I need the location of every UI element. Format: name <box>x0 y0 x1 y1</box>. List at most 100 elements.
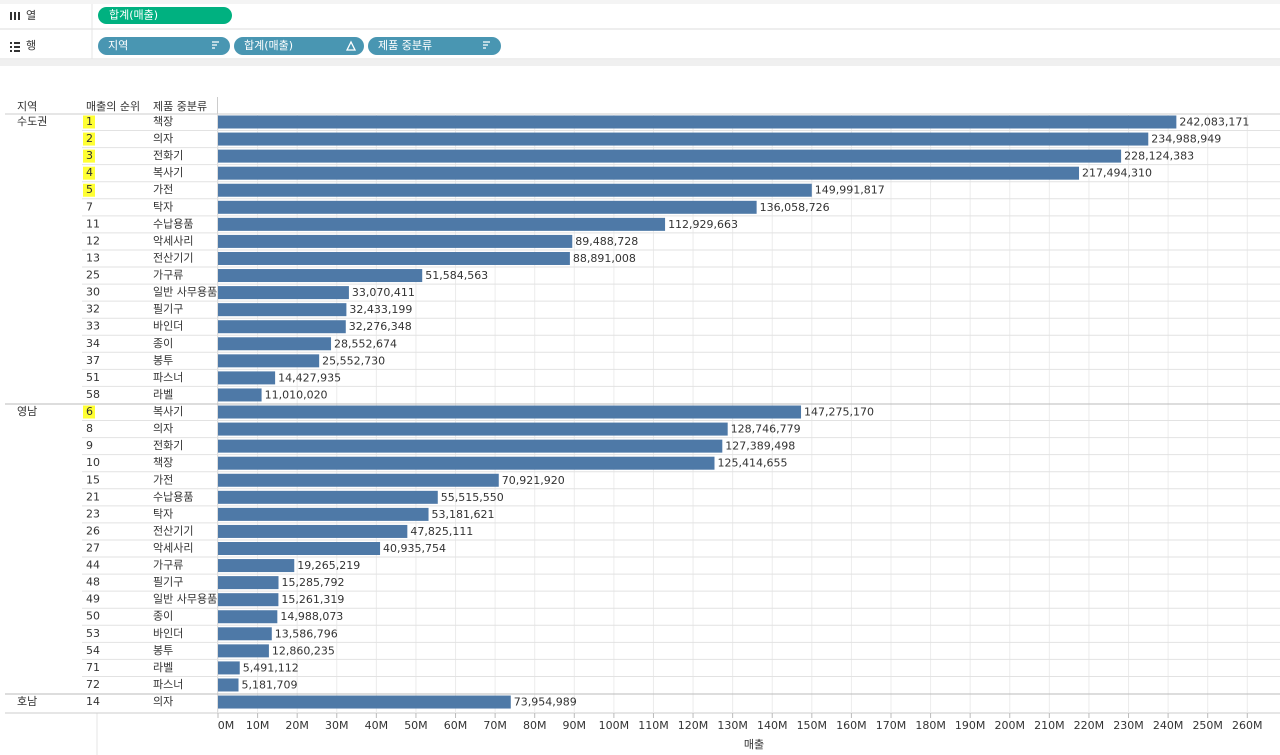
bar <box>218 320 346 334</box>
bar <box>218 388 262 402</box>
category-label: 의자 <box>153 422 173 435</box>
x-tick-label: 120M <box>678 719 709 732</box>
rank-highlight <box>83 166 95 180</box>
row-pill[interactable] <box>234 37 364 55</box>
x-tick-label: 60M <box>444 719 468 732</box>
rank-label: 51 <box>86 371 100 384</box>
rank-highlight <box>83 149 95 163</box>
rank-label: 25 <box>86 269 100 282</box>
bar <box>218 286 349 300</box>
bar <box>218 644 269 658</box>
bar <box>218 422 728 436</box>
category-label: 가구류 <box>153 269 183 282</box>
value-label: 14,427,935 <box>278 371 341 384</box>
category-label: 종이 <box>153 610 173 623</box>
category-label: 의자 <box>153 132 173 145</box>
value-label: 40,935,754 <box>383 542 446 555</box>
value-label: 147,275,170 <box>804 406 874 419</box>
rank-label: 21 <box>86 490 100 503</box>
x-tick-label: 110M <box>638 719 669 732</box>
rank-label: 12 <box>86 234 100 247</box>
pill-label: 합계(매출) <box>244 39 293 52</box>
x-axis: 0M 10M 20M 30M 40M 50M 60M 70M 80M 90M 100M 110M 120… <box>217 713 1263 732</box>
bar <box>218 405 802 419</box>
value-label: 234,988,949 <box>1151 133 1221 146</box>
rank-label: 53 <box>86 627 100 640</box>
rank-label: 37 <box>86 354 100 367</box>
bar <box>218 183 812 197</box>
bar <box>218 490 438 504</box>
bar <box>218 337 332 351</box>
x-tick-label: 240M <box>1153 719 1184 732</box>
value-label: 11,010,020 <box>265 388 328 401</box>
rank-label: 2 <box>86 132 93 145</box>
category-label: 봉투 <box>153 354 173 367</box>
category-label: 수납용품 <box>153 217 193 230</box>
top-strip <box>0 0 1280 4</box>
rank-label: 4 <box>86 166 93 179</box>
rank-label: 14 <box>86 695 100 708</box>
value-label: 242,083,171 <box>1179 116 1249 129</box>
category-label: 가전 <box>153 473 173 486</box>
x-tick-label: 50M <box>404 719 428 732</box>
x-tick-label: 130M <box>717 719 748 732</box>
rank-label: 9 <box>86 439 93 452</box>
region-label: 영남 <box>17 405 37 418</box>
bar <box>218 149 1122 163</box>
x-tick-label: 220M <box>1074 719 1105 732</box>
category-label: 전화기 <box>153 439 183 452</box>
rank-label: 44 <box>86 559 100 572</box>
value-label: 12,860,235 <box>272 644 335 657</box>
category-label: 필기구 <box>153 576 183 589</box>
category-label: 가전 <box>153 183 173 196</box>
bar <box>218 269 423 283</box>
rank-highlight <box>83 115 95 129</box>
shelf-label: 열 <box>26 9 36 22</box>
row-pill[interactable] <box>368 37 501 55</box>
x-tick-label: 160M <box>836 719 867 732</box>
category-label: 복사기 <box>153 405 183 418</box>
x-tick-label: 10M <box>246 719 270 732</box>
pill-label: 합계(매출) <box>109 9 158 22</box>
value-label: 47,825,111 <box>410 525 473 538</box>
rank-label: 30 <box>86 286 100 299</box>
value-label: 53,181,621 <box>432 508 495 521</box>
bar <box>218 678 239 692</box>
category-label: 악세사리 <box>153 234 193 247</box>
rank-label: 48 <box>86 576 100 589</box>
bar <box>218 524 408 538</box>
grid <box>217 114 1248 713</box>
columns-icon <box>10 12 20 20</box>
rank-label: 34 <box>86 337 100 350</box>
bar <box>218 507 429 521</box>
x-tick-label: 150M <box>797 719 828 732</box>
bar <box>218 200 757 214</box>
x-tick-label: 100M <box>599 719 630 732</box>
pill-label: 제품 중분류 <box>378 39 432 52</box>
value-label: 70,921,920 <box>502 474 565 487</box>
value-label: 19,265,219 <box>297 559 360 572</box>
rank-label: 50 <box>86 610 100 623</box>
bar <box>218 303 347 317</box>
value-label: 112,929,663 <box>668 218 738 231</box>
row-pill[interactable] <box>98 37 230 55</box>
category-label: 필기구 <box>153 303 183 316</box>
bar <box>218 251 570 265</box>
x-axis-title: 매출 <box>744 738 764 751</box>
bar <box>218 695 511 709</box>
shelf-gap <box>0 60 1280 66</box>
category-label: 바인더 <box>153 320 183 333</box>
category-label: 악세사리 <box>153 542 193 555</box>
value-label: 89,488,728 <box>575 235 638 248</box>
rank-label: 26 <box>86 524 100 537</box>
shelf-label: 행 <box>26 39 36 52</box>
x-tick-label: 260M <box>1232 719 1263 732</box>
value-label: 228,124,383 <box>1124 150 1194 163</box>
rank-label: 10 <box>86 456 100 469</box>
x-tick-label: 40M <box>365 719 389 732</box>
x-tick-label: 170M <box>876 719 907 732</box>
rank-label: 27 <box>86 542 100 555</box>
measure-pill[interactable] <box>98 7 232 24</box>
